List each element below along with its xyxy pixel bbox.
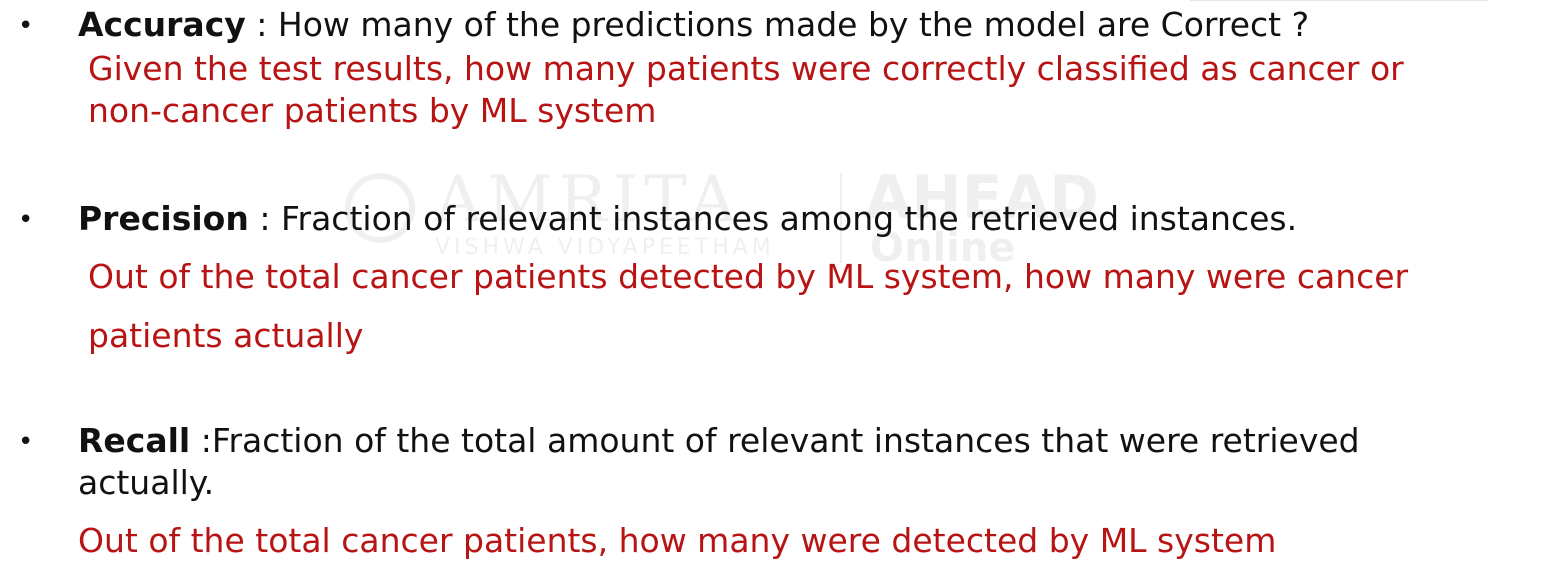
definition-recall: Recall :Fraction of the total amount of … xyxy=(78,420,1360,462)
example-line: Out of the total cancer patients, how ma… xyxy=(78,521,1277,560)
definition-text: :Fraction of the total amount of relevan… xyxy=(190,421,1360,460)
bullet-icon: • xyxy=(18,205,34,235)
top-divider xyxy=(1190,0,1488,1)
definition-text: : How many of the predictions made by th… xyxy=(245,5,1310,44)
bullet-icon: • xyxy=(18,427,34,457)
example-line: Given the test results, how many patient… xyxy=(88,49,1404,88)
definition-accuracy: Accuracy : How many of the predictions m… xyxy=(78,4,1309,46)
example-line: non-cancer patients by ML system xyxy=(88,91,657,130)
definition-continuation: actually. xyxy=(78,463,215,502)
definition-precision: Precision : Fraction of relevant instanc… xyxy=(78,198,1297,240)
bullet-icon: • xyxy=(18,11,34,41)
term-precision: Precision xyxy=(78,199,249,238)
term-accuracy: Accuracy xyxy=(78,5,246,44)
example-line: patients actually xyxy=(88,316,364,355)
example-line: Out of the total cancer patients detecte… xyxy=(88,257,1409,296)
term-recall: Recall xyxy=(78,421,191,460)
definition-text: : Fraction of relevant instances among t… xyxy=(248,199,1298,238)
